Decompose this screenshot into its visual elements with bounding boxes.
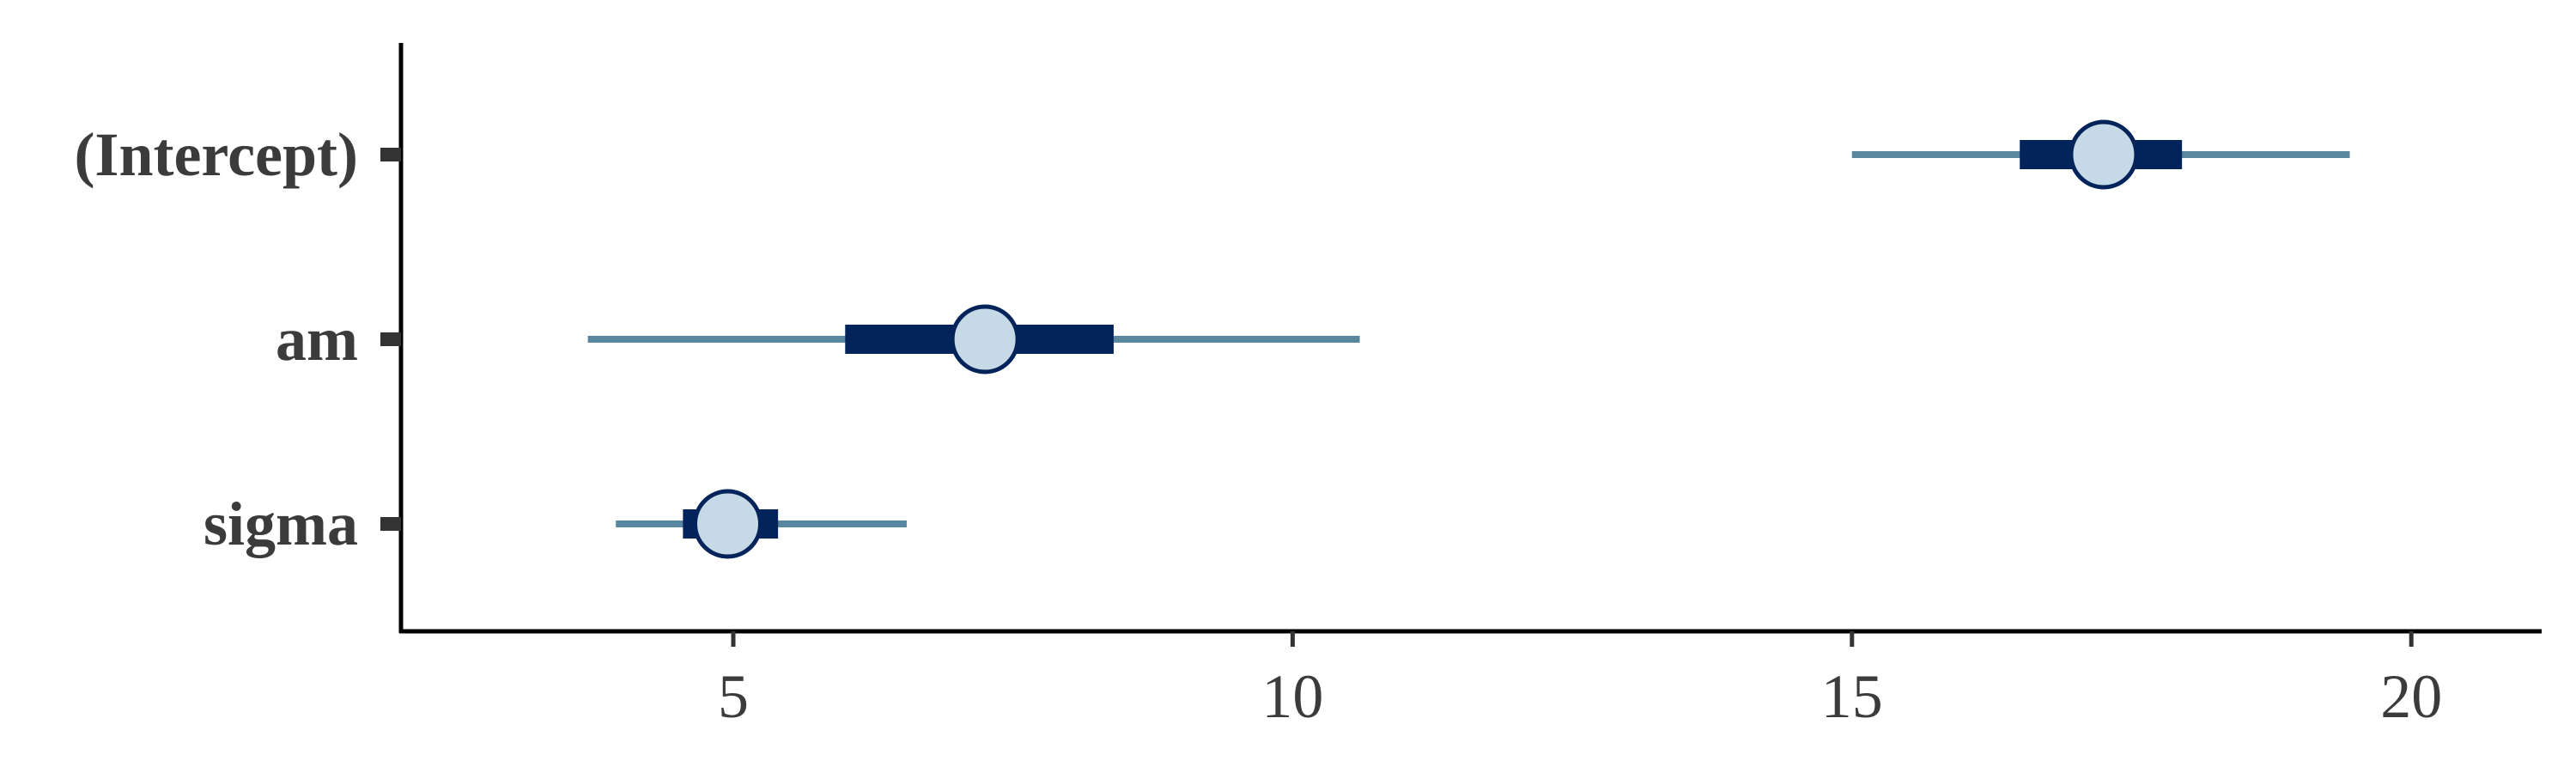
x-tick-label: 15 [1821,662,1883,731]
median-point [950,304,1020,374]
y-tick-label: (Intercept) [74,120,358,189]
axis-labels: 5 10 15 20 (Intercept) am sigma [74,120,2442,731]
x-tick-label: 20 [2380,662,2442,731]
y-tick-label: sigma [204,490,358,558]
interval-marks [587,119,2350,559]
median-point [2069,119,2139,190]
y-tick-label: am [276,305,358,374]
x-tick-label: 5 [718,662,749,731]
x-tick-label: 10 [1261,662,1323,731]
median-point [692,489,762,559]
axes [380,43,2542,647]
